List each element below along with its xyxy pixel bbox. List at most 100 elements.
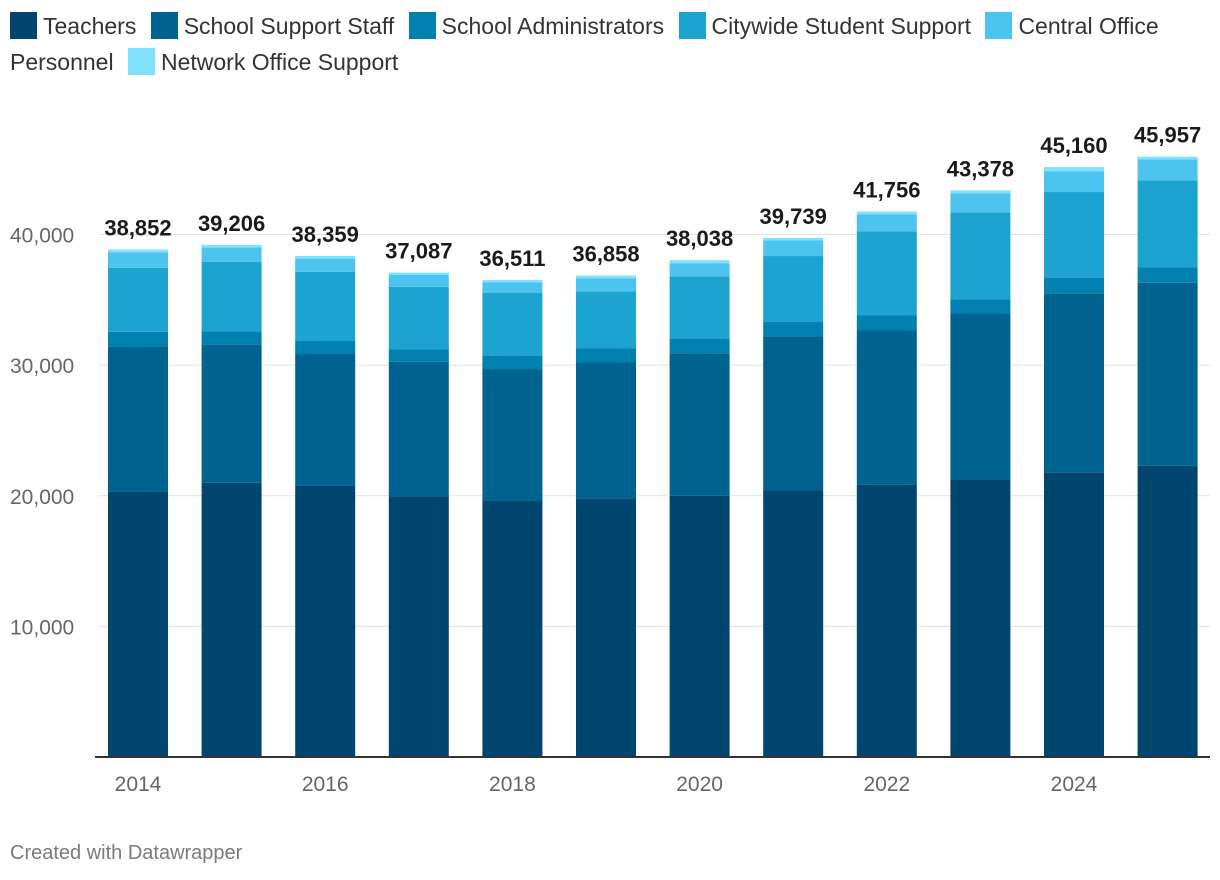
- x-tick-label: 2024: [1051, 773, 1098, 796]
- bar-segment-teachers: [950, 479, 1011, 757]
- bar-segment-teachers: [856, 484, 917, 757]
- bar-segment-citywide-student-support: [108, 267, 168, 332]
- x-tick-label: 2022: [863, 773, 910, 796]
- bar-segment-school-administrators: [201, 331, 262, 345]
- bar-segment-citywide-student-support: [201, 261, 262, 332]
- x-tick-label: 2016: [302, 773, 349, 796]
- bar-segment-network-office-support: [295, 255, 356, 259]
- legend-label: Network Office Support: [160, 49, 399, 75]
- legend-item: School Administrators: [408, 12, 665, 39]
- bar-segment-school-support-staff: [388, 361, 449, 497]
- bar-segment-central-office-personnel: [856, 214, 917, 232]
- y-tick-label: 20,000: [10, 486, 74, 509]
- x-tick-label: 2018: [489, 773, 536, 796]
- bar-segment-school-administrators: [856, 315, 917, 331]
- bar-segment-school-support-staff: [950, 313, 1011, 480]
- bar-segment-school-support-staff: [576, 362, 636, 499]
- legend-swatch: [127, 48, 155, 75]
- bar-segment-central-office-personnel: [482, 282, 543, 293]
- x-tick-label: 2014: [115, 773, 162, 796]
- bar-segment-school-administrators: [576, 348, 636, 363]
- legend-label: School Support Staff: [183, 13, 395, 39]
- bar-segment-citywide-student-support: [482, 292, 543, 356]
- bar-segment-teachers: [1044, 472, 1104, 757]
- x-axis-ticks: 2014 2016 2018 2020 2022 2024: [95, 756, 1210, 796]
- legend-swatch: [678, 12, 706, 39]
- total-label: 37,087: [385, 239, 452, 264]
- total-label: 36,858: [572, 242, 639, 267]
- bar-segment-central-office-personnel: [950, 193, 1011, 213]
- bar-segment-network-office-support: [388, 272, 449, 275]
- y-tick-label: 10,000: [10, 616, 74, 639]
- total-label: 41,756: [853, 178, 920, 203]
- bar-segment-school-administrators: [763, 322, 824, 337]
- legend-label: Teachers: [43, 13, 137, 39]
- bar-segment-citywide-student-support: [1137, 180, 1198, 268]
- bar-segment-network-office-support: [856, 211, 917, 215]
- bar-segment-school-support-staff: [295, 354, 356, 486]
- bar-segment-school-support-staff: [763, 336, 824, 491]
- x-tick-label: 2020: [676, 773, 723, 796]
- bar-segment-network-office-support: [763, 237, 824, 241]
- bar-segment-school-administrators: [1137, 267, 1198, 283]
- total-label: 36,511: [479, 246, 545, 271]
- bar-segment-school-support-staff: [1137, 282, 1198, 466]
- bar-segment-network-office-support: [201, 244, 262, 248]
- bar-segment-school-support-staff: [201, 344, 262, 483]
- bar-segment-central-office-personnel: [295, 258, 356, 272]
- bar-segment-central-office-personnel: [1137, 159, 1198, 181]
- bar-segment-teachers: [576, 498, 636, 757]
- bar-segment-central-office-personnel: [576, 278, 636, 292]
- total-label: 43,378: [947, 156, 1014, 181]
- bar-segment-teachers: [669, 495, 730, 757]
- bar-segment-school-administrators: [388, 349, 449, 362]
- total-label: 39,206: [198, 211, 265, 236]
- legend-label: School Administrators: [441, 13, 665, 39]
- bar-segment-school-support-staff: [482, 369, 543, 501]
- bar-segment-school-support-staff: [108, 346, 168, 492]
- bar-segment-network-office-support: [108, 249, 168, 253]
- bar-segment-school-administrators: [295, 340, 356, 355]
- legend: Teachers School Support Staff School Adm…: [10, 8, 1210, 80]
- total-label: 45,160: [1040, 133, 1107, 158]
- bar-segment-network-office-support: [1137, 156, 1198, 160]
- legend-item: Citywide Student Support: [678, 12, 971, 39]
- legend-swatch: [985, 12, 1013, 39]
- bar-segment-network-office-support: [576, 275, 636, 279]
- bar-segment-network-office-support: [1044, 167, 1104, 172]
- bar-segment-citywide-student-support: [1044, 192, 1104, 278]
- legend-item: Central Office Personnel: [10, 12, 1159, 75]
- bar-segment-central-office-personnel: [388, 274, 449, 287]
- bar-segment-citywide-student-support: [576, 291, 636, 349]
- bar-segment-network-office-support: [950, 190, 1011, 194]
- total-label: 45,957: [1134, 123, 1201, 148]
- bar-segment-citywide-student-support: [856, 231, 917, 316]
- bar-segment-teachers: [1137, 465, 1198, 757]
- total-labels: 38,852 39,206 38,359 37,087 36,511 36,858 38,0…: [104, 123, 1201, 271]
- bar-segment-central-office-personnel: [1044, 171, 1104, 193]
- bar-segment-network-office-support: [482, 280, 543, 283]
- y-axis-ticks: 10,000 20,000 30,000 40,000: [10, 225, 74, 640]
- bar-segment-teachers: [763, 490, 824, 757]
- bars: [108, 156, 1198, 757]
- legend-item: Teachers: [10, 12, 137, 39]
- y-tick-label: 40,000: [10, 225, 74, 248]
- footer-credit: Created with Datawrapper: [10, 842, 243, 864]
- total-label: 38,852: [104, 215, 171, 240]
- total-label: 38,359: [292, 222, 359, 247]
- bar-segment-school-administrators: [108, 331, 168, 347]
- bar-segment-central-office-personnel: [108, 252, 168, 268]
- bar-segment-citywide-student-support: [388, 286, 449, 350]
- legend-label: Central Office Personnel: [10, 13, 1159, 75]
- legend-swatch: [150, 12, 178, 39]
- bar-segment-central-office-personnel: [201, 247, 262, 262]
- total-label: 38,038: [666, 226, 733, 251]
- bar-segment-school-support-staff: [1044, 293, 1104, 473]
- bar-segment-central-office-personnel: [669, 263, 730, 277]
- legend-swatch: [10, 12, 37, 39]
- bar-segment-teachers: [482, 500, 543, 757]
- bar-segment-school-support-staff: [856, 330, 917, 485]
- legend-item: Network Office Support: [127, 48, 399, 75]
- bar-segment-school-administrators: [669, 339, 730, 354]
